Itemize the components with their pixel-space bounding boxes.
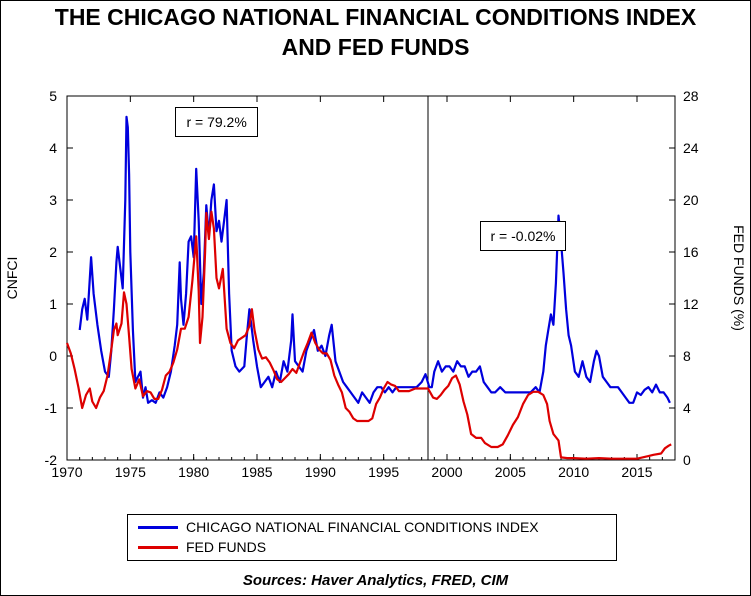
plot-area [66,95,676,461]
x-tick-label: 2015 [621,464,652,480]
x-tick-label: 1980 [178,464,209,480]
y-left-tick-label: 3 [49,192,57,208]
y-left-tick-label: -2 [45,452,58,468]
y-left-tick-label: 2 [49,244,57,260]
series-line-fed-funds [65,210,672,460]
y-left-tick-label: 4 [49,140,57,156]
x-tick-label: 1975 [115,464,146,480]
y-right-tick-label: 8 [683,348,691,364]
legend-label-cnfci: CHICAGO NATIONAL FINANCIAL CONDITIONS IN… [186,519,539,535]
legend-label-fed-funds: FED FUNDS [186,539,267,555]
y-right-tick-label: 16 [683,244,699,260]
y-axis-right-label: FED FUNDS (%) [731,225,747,331]
series-lines [65,115,672,460]
tick-labels: 1970 1975 1980 1985 1990 1995 2000 2005 2010 2015… [45,88,699,480]
annotation-correlation-post-1998: r = -0.02% [479,221,567,252]
chart-legend: CHICAGO NATIONAL FINANCIAL CONDITIONS IN… [127,514,617,561]
y-axis-left-label: CNFCI [4,257,20,300]
chart-source: Sources: Haver Analytics, FRED, CIM [242,572,509,589]
y-left-tick-label: 0 [49,348,57,364]
y-right-tick-label: 20 [683,192,699,208]
chart-title-line-2: AND FED FUNDS [281,34,470,60]
series-line-cnfci [78,115,671,404]
y-right-tick-label: 0 [683,452,691,468]
x-tick-label: 2010 [558,464,589,480]
legend-entry-fed-funds: FED FUNDS [138,537,266,557]
chart-title: THE CHICAGO NATIONAL FINANCIAL CONDITION… [0,2,751,62]
annotation-correlation-pre-1998: r = 79.2% [175,107,258,137]
y-right-tick-label: 28 [683,88,699,104]
y-right-tick-label: 4 [683,400,691,416]
legend-swatch-fed-funds [138,545,178,549]
x-tick-label: 1970 [51,464,82,480]
chart-title-line-1: THE CHICAGO NATIONAL FINANCIAL CONDITION… [54,4,697,30]
x-tick-label: 1985 [241,464,272,480]
legend-swatch-cnfci [138,525,178,529]
x-tick-label: 2000 [431,464,462,480]
y-left-tick-label: 1 [49,296,57,312]
y-left-tick-label: -1 [45,400,58,416]
y-right-tick-label: 24 [683,140,699,156]
y-left-tick-label: 5 [49,88,57,104]
x-tick-label: 2005 [495,464,526,480]
x-tick-label: 1990 [305,464,336,480]
legend-entry-cnfci: CHICAGO NATIONAL FINANCIAL CONDITIONS IN… [138,517,539,537]
x-tick-label: 1995 [368,464,399,480]
y-right-tick-label: 12 [683,296,699,312]
